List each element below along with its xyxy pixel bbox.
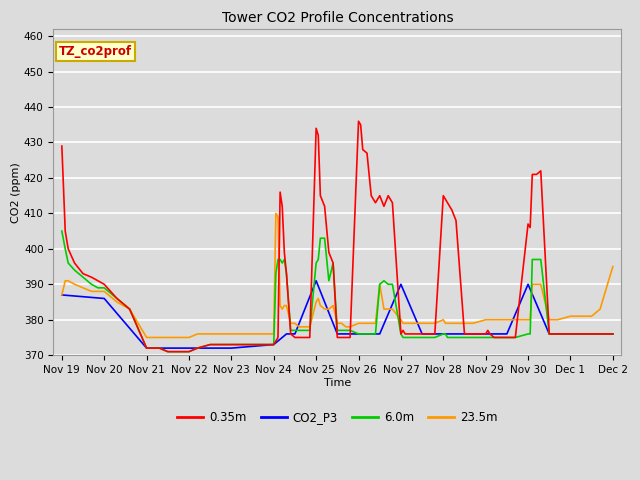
CO2_P3 [312, 278, 320, 284]
6.0m [274, 257, 282, 263]
23.5m [270, 331, 278, 337]
CO2_P3 [376, 331, 383, 337]
6.0m [58, 228, 66, 234]
0.35m [58, 143, 66, 149]
23.5m [143, 335, 150, 340]
6.0m [164, 349, 172, 355]
6.0m [609, 331, 617, 337]
CO2_P3 [419, 331, 426, 337]
CO2_P3 [588, 331, 595, 337]
0.35m [511, 335, 519, 340]
0.35m [355, 119, 362, 124]
CO2_P3 [283, 331, 291, 337]
23.5m [609, 264, 617, 269]
Y-axis label: CO2 (ppm): CO2 (ppm) [11, 162, 21, 223]
Line: 0.35m: 0.35m [62, 121, 613, 352]
CO2_P3 [291, 331, 299, 337]
23.5m [58, 292, 66, 298]
6.0m [503, 335, 511, 340]
0.35m [156, 345, 163, 351]
CO2_P3 [100, 296, 108, 301]
0.35m [274, 335, 282, 340]
X-axis label: Time: Time [324, 378, 351, 388]
CO2_P3 [333, 331, 341, 337]
Line: 6.0m: 6.0m [62, 231, 613, 352]
6.0m [270, 342, 278, 348]
CO2_P3 [545, 331, 553, 337]
CO2_P3 [524, 281, 532, 287]
0.35m [388, 200, 396, 205]
0.35m [270, 342, 278, 348]
23.5m [596, 306, 604, 312]
CO2_P3 [355, 331, 362, 337]
Text: TZ_co2prof: TZ_co2prof [59, 46, 132, 59]
CO2_P3 [609, 331, 617, 337]
CO2_P3 [228, 345, 236, 351]
Line: CO2_P3: CO2_P3 [62, 281, 613, 348]
6.0m [156, 345, 163, 351]
6.0m [596, 331, 604, 337]
CO2_P3 [143, 345, 150, 351]
23.5m [272, 211, 280, 216]
0.35m [609, 331, 617, 337]
23.5m [164, 335, 172, 340]
Legend: 0.35m, CO2_P3, 6.0m, 23.5m: 0.35m, CO2_P3, 6.0m, 23.5m [172, 407, 502, 429]
0.35m [164, 349, 172, 355]
CO2_P3 [440, 331, 447, 337]
0.35m [596, 331, 604, 337]
Title: Tower CO2 Profile Concentrations: Tower CO2 Profile Concentrations [221, 11, 453, 25]
6.0m [588, 331, 595, 337]
Line: 23.5m: 23.5m [62, 214, 613, 337]
CO2_P3 [58, 292, 66, 298]
23.5m [511, 317, 519, 323]
CO2_P3 [503, 331, 511, 337]
CO2_P3 [397, 281, 404, 287]
23.5m [388, 306, 396, 312]
CO2_P3 [185, 345, 193, 351]
CO2_P3 [566, 331, 574, 337]
CO2_P3 [482, 331, 490, 337]
CO2_P3 [270, 342, 278, 348]
23.5m [276, 303, 284, 309]
CO2_P3 [461, 331, 468, 337]
